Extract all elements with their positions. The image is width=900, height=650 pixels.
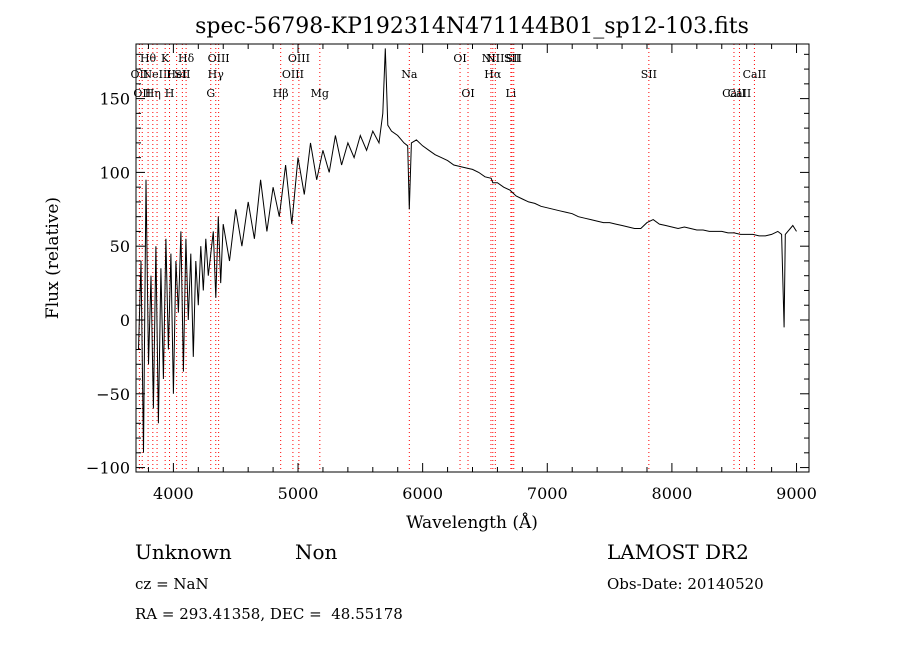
line-marker-label: Na [401, 68, 418, 81]
line-marker-label: Hβ [273, 87, 289, 100]
line-markers: OIIOIIHθHηNeIIIKHHeISIIHδGHγOIIIHβOIIIOI… [131, 44, 767, 472]
coordinates-label: RA = 293.41358, DEC = 48.55178 [135, 605, 403, 623]
y-tick-label: −50 [96, 385, 130, 404]
y-tick-label: −100 [86, 459, 130, 478]
line-marker-label: OIII [208, 52, 230, 65]
line-marker-label: H [165, 87, 175, 100]
line-marker-label: SII [504, 52, 520, 65]
line-marker-label: Hδ [178, 52, 195, 65]
axis-ticks: 4000 5000 6000 7000 8000 9000 −100 −50 0 50 100 150 [86, 44, 817, 503]
line-marker-label: OII [131, 68, 149, 81]
line-marker-label: SII [174, 68, 190, 81]
line-marker-label: NII [486, 52, 504, 65]
line-marker-label: CaII [743, 68, 767, 81]
x-tick-label: 6000 [402, 484, 443, 503]
subclass-label: Non [295, 540, 338, 564]
survey-label: LAMOST DR2 [607, 540, 749, 564]
line-marker-label: Hγ [208, 68, 225, 81]
x-tick-label: 8000 [652, 484, 693, 503]
obs-date-label: Obs-Date: 20140520 [607, 575, 764, 593]
line-marker-label: OI [453, 52, 466, 65]
line-marker-label: NeIII [142, 68, 171, 81]
y-tick-label: 150 [99, 90, 130, 109]
plot-frame [135, 43, 810, 473]
line-marker-label: OIII [282, 68, 304, 81]
line-marker-label: Hθ [140, 52, 157, 65]
line-marker-label: Hη [145, 87, 161, 100]
x-tick-label: 7000 [527, 484, 568, 503]
classification-label: Unknown [135, 540, 232, 564]
line-marker-label: OIII [288, 52, 310, 65]
line-marker-label: Li [505, 87, 516, 100]
line-marker-label: Hα [484, 68, 502, 81]
x-tick-label: 5000 [278, 484, 319, 503]
line-marker-label: SII [506, 52, 522, 65]
line-marker-label: SII [641, 68, 657, 81]
x-tick-label: 9000 [776, 484, 817, 503]
chart-title: spec-56798-KP192314N471144B01_sp12-103.f… [195, 14, 749, 39]
x-axis-label: Wavelength (Å) [406, 512, 538, 533]
y-tick-label: 100 [99, 163, 130, 182]
line-marker-label: G [206, 87, 215, 100]
x-tick-label: 4000 [153, 484, 194, 503]
line-marker-label: Mg [311, 87, 329, 100]
line-marker-label: HeI [166, 68, 186, 81]
line-marker-label: CaII [728, 87, 752, 100]
line-marker-label: K [161, 52, 170, 65]
y-tick-label: 0 [120, 311, 130, 330]
y-tick-label: 50 [110, 237, 130, 256]
line-marker-label: OI [461, 87, 474, 100]
spectrum-line [138, 48, 797, 453]
line-marker-label: NII [482, 52, 500, 65]
y-axis-label: Flux (relative) [43, 197, 63, 319]
line-marker-label: OII [133, 87, 151, 100]
redshift-label: cz = NaN [135, 575, 209, 593]
